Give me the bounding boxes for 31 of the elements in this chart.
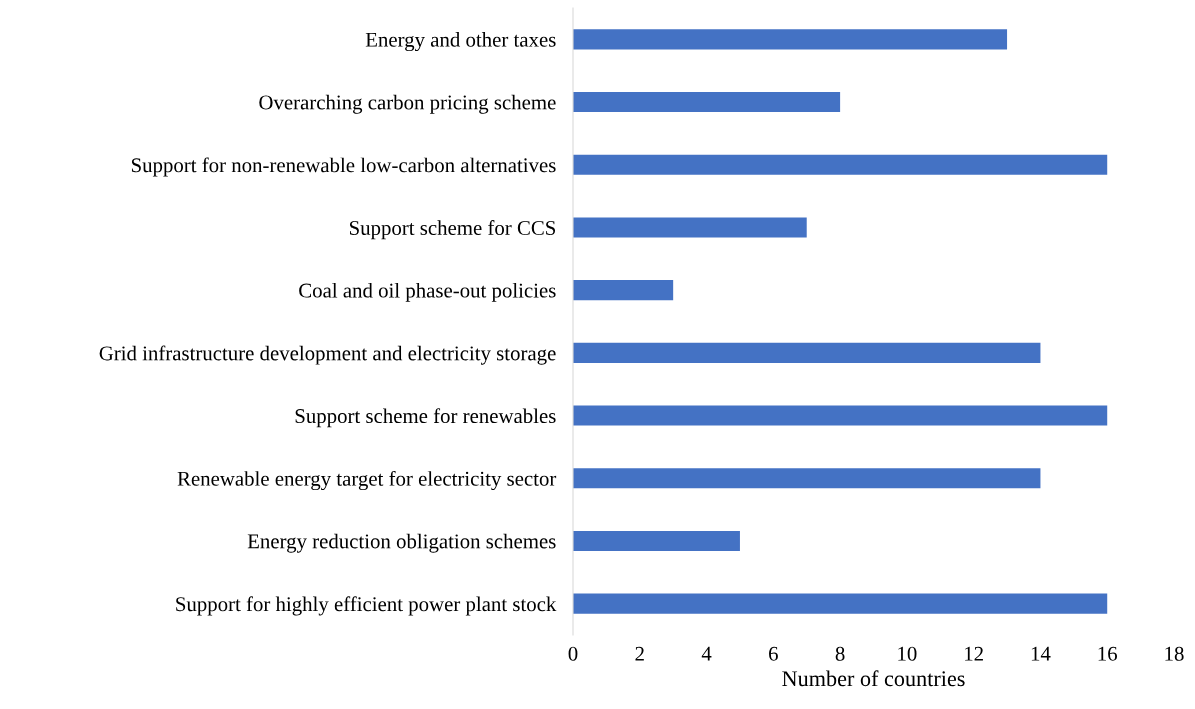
bar: [573, 530, 740, 551]
y-tick-label: Support for non-renewable low-carbon alternatives: [131, 157, 556, 177]
y-tick-label: Energy reduction obligation schemes: [247, 533, 556, 553]
y-tick-label: Support scheme for CCS: [349, 220, 556, 240]
y-tick-label: Renewable energy target for electricity sector: [177, 470, 557, 491]
y-tick-label: Energy and other taxes: [365, 32, 556, 52]
y-tick-label: Overarching carbon pricing scheme: [259, 94, 556, 114]
x-tick-label: 0: [568, 646, 578, 661]
y-tick-label: Support scheme for renewables: [295, 408, 556, 428]
bar: [573, 342, 1041, 363]
x-tick-label: 10: [898, 646, 917, 661]
y-tick-label: Coal and oil phase-out policies: [299, 282, 556, 302]
x-tick-label: 16: [1098, 646, 1118, 661]
bar: [573, 92, 841, 113]
bar: [573, 468, 1041, 489]
x-tick-label: 18: [1165, 646, 1184, 661]
x-tick-label: 2: [635, 646, 644, 661]
x-tick-label: 14: [1031, 646, 1051, 661]
x-tick-label: 4: [701, 646, 712, 661]
x-tick-label: 12: [965, 646, 983, 661]
bar: [573, 593, 1108, 614]
bar: [573, 29, 1008, 50]
bar: [573, 280, 674, 301]
x-tick-label: 8: [835, 646, 845, 661]
bar: [573, 154, 1108, 175]
x-tick-label: 6: [769, 646, 778, 661]
y-tick-label: Grid infrastructure development and electricity storage: [99, 345, 556, 365]
bar: [573, 217, 807, 238]
bar: [573, 405, 1108, 426]
y-tick-label: Support for highly efficient power plant stock: [176, 596, 557, 616]
x-axis-title: Number of countries: [782, 670, 965, 687]
